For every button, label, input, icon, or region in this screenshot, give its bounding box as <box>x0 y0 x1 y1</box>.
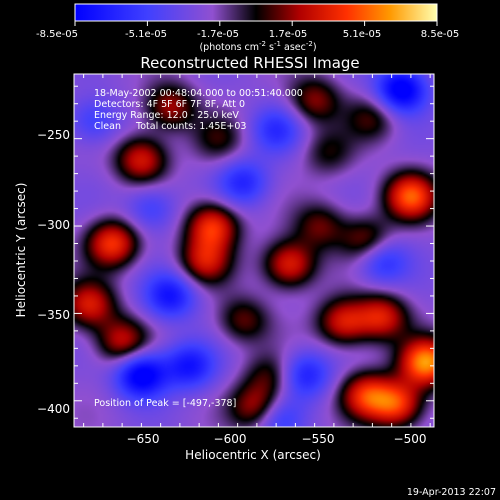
x-tick-label: −650 <box>127 432 160 446</box>
axis-ticks <box>74 74 434 427</box>
heatmap-image <box>74 74 434 427</box>
y-tick-label: −400 <box>37 402 70 416</box>
colorbar-units: (photons cm-2 s-1 asec-2) <box>199 40 316 53</box>
annotation-method-counts: Clean Total counts: 1.45E+03 <box>94 121 246 132</box>
x-tick-label: −600 <box>214 432 247 446</box>
colorbar-tick-label: -5.1e-05 <box>125 29 167 40</box>
annotation-energy: Energy Range: 12.0 - 25.0 keV <box>94 110 239 121</box>
colorbar-tick-label: 8.5e-05 <box>421 29 459 40</box>
annotation-detectors: Detectors: 4F 5F 6F 7F 8F, Att 0 <box>94 99 245 110</box>
plot-frame <box>73 73 435 428</box>
y-axis-label: Heliocentric Y (arcsec) <box>14 183 28 318</box>
colorbar-tick-label: -8.5e-05 <box>36 29 78 40</box>
colorbar-tick-label: 5.1e-05 <box>343 29 381 40</box>
colorbar-tick-label: 1.7e-05 <box>269 29 307 40</box>
x-tick-label: −500 <box>394 432 427 446</box>
y-tick-label: −250 <box>37 128 70 142</box>
x-tick-label: −550 <box>302 432 335 446</box>
colorbar-tick-label: -1.7e-05 <box>197 29 239 40</box>
y-tick-label: −300 <box>37 218 70 232</box>
y-tick-label: −350 <box>37 308 70 322</box>
annotation-peak-position: Position of Peak = [-497,-378] <box>94 398 236 409</box>
x-axis-label: Heliocentric X (arcsec) <box>185 448 321 462</box>
annotation-time-range: 18-May-2002 00:48:04.000 to 00:51:40.000 <box>94 88 303 99</box>
footer-timestamp: 19-Apr-2013 22:07 <box>407 487 496 498</box>
chart-title: Reconstructed RHESSI Image <box>140 54 359 72</box>
colorbar-ticks <box>74 21 438 26</box>
colorbar <box>74 3 438 22</box>
